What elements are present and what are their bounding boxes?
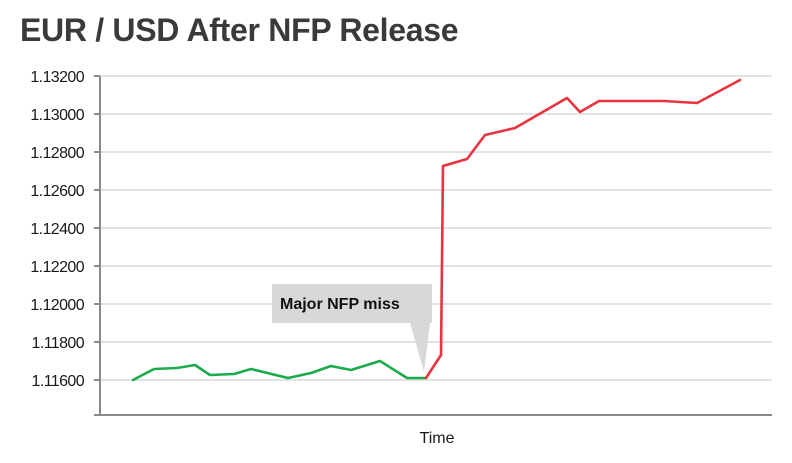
y-tick-label: 1.12600 [30,183,84,200]
annotation-callout: Major NFP miss [272,284,432,372]
y-axis-labels: 1.13200 1.13000 1.12800 1.12600 1.12400 … [30,69,85,390]
axes [94,75,772,416]
gridlines [100,75,772,381]
y-tick-label: 1.13200 [30,69,84,86]
callout-label: Major NFP miss [280,296,400,313]
series-before-release-line [131,359,428,382]
y-tick-label: 1.11800 [32,335,85,352]
y-tick-label: 1.12000 [30,297,84,314]
y-tick-label: 1.12800 [30,145,84,162]
y-tick-label: 1.13000 [30,107,84,124]
series-after-release-line [424,78,742,380]
y-tick-label: 1.11600 [32,373,85,390]
chart-title: EUR / USD After NFP Release [20,12,459,48]
y-tick-label: 1.12400 [30,221,84,238]
y-tick-label: 1.12200 [30,259,84,276]
x-axis-label: Time [420,430,455,447]
